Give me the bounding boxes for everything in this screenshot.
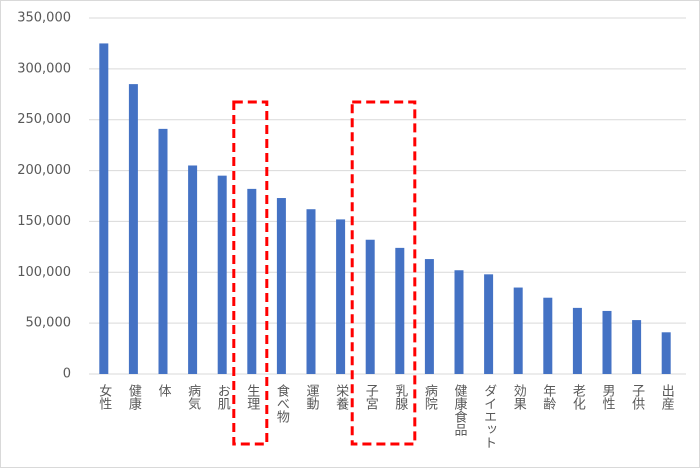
bar xyxy=(188,165,198,374)
y-tick-label: 250,000 xyxy=(17,112,71,127)
bar xyxy=(543,297,553,374)
y-tick-label: 200,000 xyxy=(17,163,71,178)
x-tick-label: 栄養 xyxy=(333,384,349,410)
x-tick-label: ダイエット xyxy=(481,384,496,449)
x-tick-label: 病気 xyxy=(185,384,201,411)
x-tick-label: 男性 xyxy=(600,384,616,410)
x-tick-label: 効果 xyxy=(511,384,527,410)
bar xyxy=(365,239,375,374)
bar xyxy=(454,270,464,374)
bar xyxy=(128,84,138,374)
x-tick-label: 体 xyxy=(156,384,172,397)
x-tick-label: 年齢 xyxy=(540,384,556,410)
x-tick-label: 子宮 xyxy=(363,384,379,410)
x-tick-label: 食べ物 xyxy=(274,383,290,424)
x-tick-label: 女性 xyxy=(96,383,112,410)
bar xyxy=(395,247,405,374)
y-tick-label: 100,000 xyxy=(17,265,71,280)
bar xyxy=(424,259,434,374)
x-tick-label: 生理 xyxy=(244,384,259,410)
y-tick-label: 0 xyxy=(63,367,71,382)
x-tick-label: 出産 xyxy=(659,384,675,411)
bar xyxy=(632,320,642,374)
bar xyxy=(602,310,612,374)
bar xyxy=(661,332,671,374)
bar xyxy=(513,287,523,374)
y-tick-label: 350,000 xyxy=(17,11,71,26)
x-tick-label: 乳腺 xyxy=(392,384,408,410)
x-tick-label: 老化 xyxy=(570,384,586,411)
y-tick-label: 300,000 xyxy=(17,61,71,76)
highlight-box xyxy=(232,100,269,446)
x-tick-label: お肌 xyxy=(215,384,231,411)
x-tick-label: 健康 xyxy=(126,384,142,410)
x-tick-label: 健康食品 xyxy=(452,384,468,436)
y-tick-label: 50,000 xyxy=(26,316,72,331)
bar xyxy=(336,219,346,374)
bar xyxy=(572,307,582,374)
bar xyxy=(217,175,227,374)
x-tick-label: 病院 xyxy=(422,384,438,410)
bar xyxy=(276,198,286,374)
highlight-box xyxy=(350,100,417,446)
bar xyxy=(247,188,257,374)
x-tick-label: 子供 xyxy=(629,384,645,410)
bar xyxy=(484,274,494,374)
bar xyxy=(158,128,168,374)
x-tick-label: 運動 xyxy=(304,384,320,411)
bar xyxy=(306,209,316,374)
y-tick-label: 150,000 xyxy=(17,214,71,229)
bar xyxy=(99,43,109,375)
